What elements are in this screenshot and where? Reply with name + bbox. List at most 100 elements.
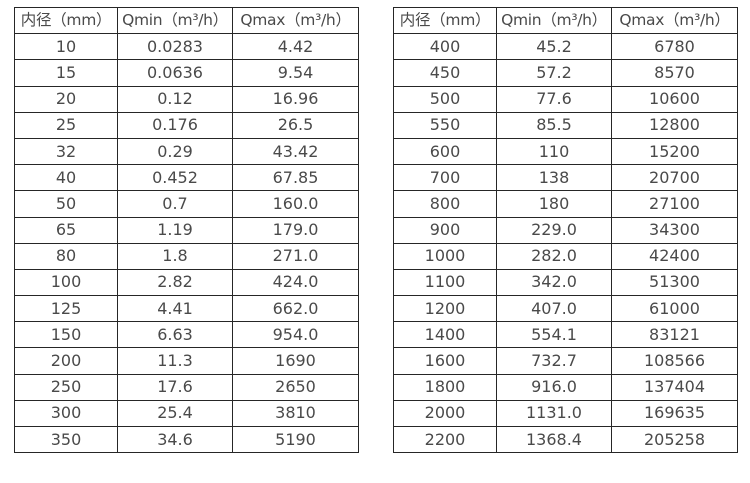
- table-cell: 1131.0: [496, 399, 612, 428]
- flow-table-large-diameters: 内径（mm） Qmin（m³/h） Qmax（m³/h） 400 45.2 6780…: [393, 6, 738, 454]
- table-cell: 6.63: [117, 321, 233, 349]
- table-body: 10 0.0283 4.42 15 0.0636 9.54 20 0.12 16.96 25 0.1…: [14, 33, 359, 454]
- table-cell: 42400: [611, 242, 738, 270]
- table-cell: 61000: [611, 295, 738, 323]
- table-cell: 1.8: [117, 242, 233, 270]
- header-qmax: Qmax（m³/h）: [232, 6, 359, 35]
- table-row: 400 45.2 6780: [393, 33, 738, 61]
- table-row: 150 6.63 954.0: [14, 321, 359, 349]
- table-cell: 25.4: [117, 399, 233, 428]
- table-cell: 16.96: [232, 85, 359, 113]
- header-qmin: Qmin（m³/h）: [117, 6, 233, 35]
- table-cell: 0.29: [117, 137, 233, 166]
- table-row: 800 180 27100: [393, 190, 738, 218]
- table-cell: 1100: [393, 268, 497, 297]
- table-cell: 1.19: [117, 216, 233, 244]
- table-cell: 250: [14, 373, 118, 401]
- table-cell: 342.0: [496, 268, 612, 297]
- table-row: 40 0.452 67.85: [14, 164, 359, 192]
- table-cell: 0.452: [117, 164, 233, 192]
- table-row: 200 11.3 1690: [14, 347, 359, 375]
- table-cell: 732.7: [496, 347, 612, 375]
- table-cell: 300: [14, 399, 118, 428]
- table-cell: 180: [496, 190, 612, 218]
- table-cell: 0.12: [117, 85, 233, 113]
- table-cell: 550: [393, 111, 497, 139]
- table-cell: 0.0636: [117, 59, 233, 87]
- table-cell: 4.41: [117, 295, 233, 323]
- table-cell: 2.82: [117, 268, 233, 297]
- table-row: 1400 554.1 83121: [393, 321, 738, 349]
- table-cell: 138: [496, 164, 612, 192]
- table-row: 700 138 20700: [393, 164, 738, 192]
- table-cell: 40: [14, 164, 118, 192]
- table-row: 600 110 15200: [393, 137, 738, 166]
- table-cell: 954.0: [232, 321, 359, 349]
- table-cell: 2650: [232, 373, 359, 401]
- table-row: 300 25.4 3810: [14, 399, 359, 428]
- table-cell: 65: [14, 216, 118, 244]
- table-row: 1200 407.0 61000: [393, 295, 738, 323]
- table-cell: 400: [393, 33, 497, 61]
- flow-table-small-diameters: 内径（mm） Qmin（m³/h） Qmax（m³/h） 10 0.0283 4.4…: [14, 6, 359, 454]
- table-cell: 3810: [232, 399, 359, 428]
- table-row: 80 1.8 271.0: [14, 242, 359, 270]
- header-inner-diameter: 内径（mm）: [14, 6, 118, 35]
- table-cell: 100: [14, 268, 118, 297]
- table-row: 500 77.6 10600: [393, 85, 738, 113]
- table-cell: 11.3: [117, 347, 233, 375]
- table-cell: 25: [14, 111, 118, 139]
- table-cell: 662.0: [232, 295, 359, 323]
- table-cell: 600: [393, 137, 497, 166]
- table-row: 1100 342.0 51300: [393, 268, 738, 297]
- table-row: 65 1.19 179.0: [14, 216, 359, 244]
- table-cell: 12800: [611, 111, 738, 139]
- table-cell: 20: [14, 85, 118, 113]
- table-row: 1000 282.0 42400: [393, 242, 738, 270]
- table-cell: 125: [14, 295, 118, 323]
- table-cell: 179.0: [232, 216, 359, 244]
- table-cell: 32: [14, 137, 118, 166]
- table-row: 1600 732.7 108566: [393, 347, 738, 375]
- table-cell: 800: [393, 190, 497, 218]
- table-cell: 20700: [611, 164, 738, 192]
- table-cell: 1600: [393, 347, 497, 375]
- table-cell: 8570: [611, 59, 738, 87]
- table-row: 10 0.0283 4.42: [14, 33, 359, 61]
- table-cell: 10600: [611, 85, 738, 113]
- table-cell: 110: [496, 137, 612, 166]
- header-qmax: Qmax（m³/h）: [611, 6, 738, 35]
- table-cell: 271.0: [232, 242, 359, 270]
- table-cell: 900: [393, 216, 497, 244]
- table-cell: 0.7: [117, 190, 233, 218]
- table-cell: 169635: [611, 399, 738, 428]
- table-cell: 50: [14, 190, 118, 218]
- table-cell: 4.42: [232, 33, 359, 61]
- table-cell: 916.0: [496, 373, 612, 401]
- table-cell: 1690: [232, 347, 359, 375]
- table-cell: 2000: [393, 399, 497, 428]
- table-cell: 500: [393, 85, 497, 113]
- table-cell: 83121: [611, 321, 738, 349]
- header-qmin: Qmin（m³/h）: [496, 6, 612, 35]
- table-row: 450 57.2 8570: [393, 59, 738, 87]
- table-row: 900 229.0 34300: [393, 216, 738, 244]
- table-row: 32 0.29 43.42: [14, 137, 359, 166]
- table-cell: 160.0: [232, 190, 359, 218]
- table-cell: 424.0: [232, 268, 359, 297]
- table-cell: 85.5: [496, 111, 612, 139]
- header-inner-diameter: 内径（mm）: [393, 6, 497, 35]
- table-cell: 137404: [611, 373, 738, 401]
- table-cell: 554.1: [496, 321, 612, 349]
- table-cell: 10: [14, 33, 118, 61]
- header-row: 内径（mm） Qmin（m³/h） Qmax（m³/h）: [14, 6, 359, 35]
- table-cell: 407.0: [496, 295, 612, 323]
- table-cell: 15200: [611, 137, 738, 166]
- table-row: 350 34.6 5190: [14, 425, 359, 454]
- table-cell: 1368.4: [496, 425, 612, 454]
- table-row: 2000 1131.0 169635: [393, 399, 738, 428]
- table-cell: 77.6: [496, 85, 612, 113]
- table-cell: 0.176: [117, 111, 233, 139]
- table-cell: 5190: [232, 425, 359, 454]
